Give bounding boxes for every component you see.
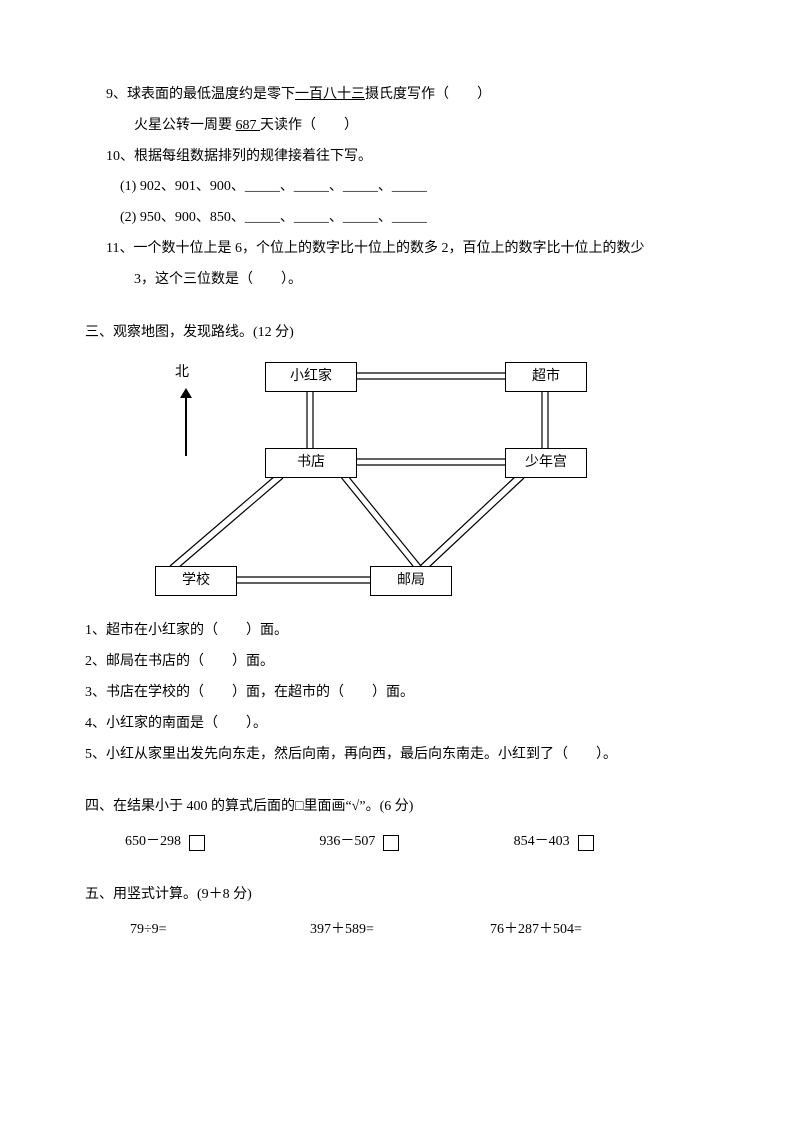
s4-item1: 650－298 xyxy=(125,827,319,858)
q9-line1: 9、球表面的最低温度约是零下一百八十三摄氏度写作（ ） xyxy=(85,80,708,111)
s4-e1: 650－298 xyxy=(125,827,181,858)
s5-e3: 76＋287＋504= xyxy=(490,915,670,946)
q9-ul1: 一百八十三 xyxy=(295,87,365,102)
s3-q3: 3、书店在学校的（ ）面，在超市的（ ）面。 xyxy=(85,678,708,709)
s5-row: 79÷9= 397＋589= 76＋287＋504= xyxy=(85,915,708,946)
checkbox-icon[interactable] xyxy=(189,835,205,851)
q9-l2a: 火星公转一周要 xyxy=(134,118,236,133)
node-shudian: 书店 xyxy=(265,448,357,478)
node-shaonian: 少年宫 xyxy=(505,448,587,478)
s5-e1: 79÷9= xyxy=(130,915,310,946)
s5-title: 五、用竖式计算。(9＋8 分) xyxy=(85,880,708,911)
q9-line2: 火星公转一周要 687 天读作（ ） xyxy=(85,111,708,142)
map-diagram: 北 小红家 超市 书店 少年宫 学校 邮局 xyxy=(115,356,635,616)
s4-title: 四、在结果小于 400 的算式后面的□里面画“√”。(6 分) xyxy=(85,792,708,823)
s3-q1: 1、超市在小红家的（ ）面。 xyxy=(85,616,708,647)
s4-e2: 936－507 xyxy=(319,827,375,858)
checkbox-icon[interactable] xyxy=(578,835,594,851)
s4-item2: 936－507 xyxy=(319,827,513,858)
q10-title: 10、根据每组数据排列的规律接着往下写。 xyxy=(85,142,708,173)
node-youju: 邮局 xyxy=(370,566,452,596)
s3-q2: 2、邮局在书店的（ ）面。 xyxy=(85,647,708,678)
checkbox-icon[interactable] xyxy=(383,835,399,851)
s4-row: 650－298 936－507 854－403 xyxy=(85,827,708,858)
node-xiaohong: 小红家 xyxy=(265,362,357,392)
s4-e3: 854－403 xyxy=(514,827,570,858)
s3-q4: 4、小红家的南面是（ ）。 xyxy=(85,709,708,740)
s4-item3: 854－403 xyxy=(514,827,708,858)
q10-l2: (2) 950、900、850、_____、_____、_____、_____ xyxy=(85,203,708,234)
node-xuexiao: 学校 xyxy=(155,566,237,596)
q9-l2b: 天读作（ ） xyxy=(260,118,358,133)
q11-l1: 11、一个数十位上是 6，个位上的数字比十位上的数多 2，百位上的数字比十位上的… xyxy=(85,234,708,265)
q9-mid1: 摄氏度写作（ ） xyxy=(365,87,491,102)
q11-l2: 3，这个三位数是（ ）。 xyxy=(85,265,708,296)
s3-title: 三、观察地图，发现路线。(12 分) xyxy=(85,318,708,349)
q10-l1: (1) 902、901、900、_____、_____、_____、_____ xyxy=(85,172,708,203)
node-chaoshi: 超市 xyxy=(505,362,587,392)
q9-prefix: 9、球表面的最低温度约是零下 xyxy=(106,87,295,102)
s5-e2: 397＋589= xyxy=(310,915,490,946)
s3-q5: 5、小红从家里出发先向东走，然后向南，再向西，最后向东南走。小红到了（ ）。 xyxy=(85,740,708,771)
q9-ul2: 687 xyxy=(236,118,261,133)
